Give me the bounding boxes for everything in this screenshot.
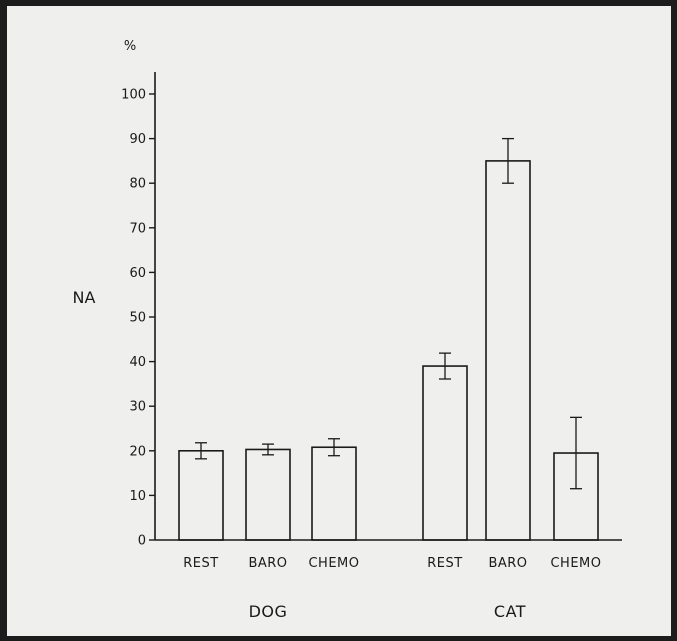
y-tick-label: 50 [129,311,146,326]
y-tick-label: 40 [129,355,146,370]
y-tick-label: 30 [129,400,146,415]
group-labels: DOG CAT [249,602,526,621]
category-label: BARO [248,556,287,571]
y-tick-label: 60 [129,266,146,281]
bars [178,137,599,541]
y-tick-label: 80 [129,177,146,192]
group-label: DOG [249,602,288,621]
y-ticks: 0 10 20 30 40 50 60 70 80 90 100 [121,88,155,549]
y-tick-label: 70 [129,221,146,236]
y-tick-label: 100 [121,88,146,103]
y-axis-label: NA [73,288,96,307]
y-unit-label: % [124,39,136,54]
category-label: REST [427,556,462,571]
category-label: CHEMO [308,556,359,571]
y-tick-label: 20 [129,444,146,459]
category-label: REST [183,556,218,571]
category-label: BARO [488,556,527,571]
axes [154,72,622,541]
y-tick-label: 90 [129,132,146,147]
y-tick-label: 10 [129,489,146,504]
paper-background [7,6,671,636]
y-tick-label: 0 [138,534,146,549]
group-label: CAT [494,602,526,621]
category-labels: REST BARO CHEMO REST BARO CHEMO [183,556,601,571]
category-label: CHEMO [550,556,601,571]
